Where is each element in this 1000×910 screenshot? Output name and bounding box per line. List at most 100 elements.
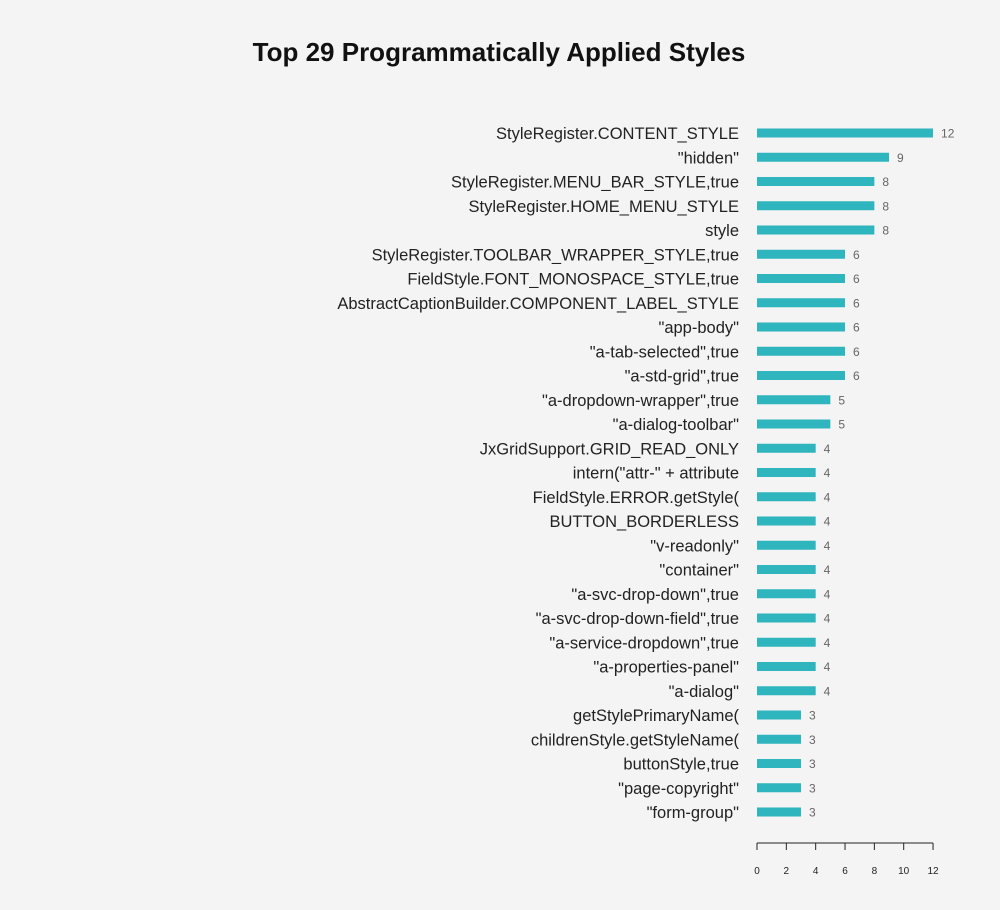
value-label: 3 — [809, 757, 816, 771]
category-label: "a-std-grid",true — [625, 368, 739, 386]
value-label: 4 — [824, 466, 831, 480]
value-label: 6 — [853, 321, 860, 335]
x-axis: 0 2 4 6 8 10 12 — [754, 842, 939, 877]
category-label: FieldStyle.ERROR.getStyle( — [533, 489, 740, 507]
bar — [757, 540, 816, 550]
value-label: 4 — [824, 660, 831, 674]
category-label: FieldStyle.FONT_MONOSPACE_STYLE,true — [407, 271, 739, 289]
category-label: "v-readonly" — [650, 537, 739, 555]
category-label: StyleRegister.MENU_BAR_STYLE,true — [451, 174, 739, 192]
value-label: 4 — [824, 612, 831, 626]
bar — [757, 613, 816, 623]
bar — [757, 371, 846, 380]
category-label: buttonStyle,true — [623, 756, 739, 774]
category-label: "container" — [659, 562, 739, 580]
category-label: "a-svc-drop-down-field",true — [536, 610, 739, 628]
value-label: 4 — [824, 684, 831, 698]
bar — [757, 322, 846, 332]
x-tick-label: 2 — [784, 866, 790, 877]
category-label: "a-tab-selected",true — [590, 343, 739, 361]
bar — [757, 298, 846, 308]
bar — [757, 783, 802, 793]
bar — [757, 565, 816, 574]
category-label: StyleRegister.HOME_MENU_STYLE — [468, 198, 739, 216]
value-label: 3 — [809, 733, 816, 747]
bar — [757, 177, 875, 186]
chart-title: Top 29 Programmatically Applied Styles — [253, 37, 746, 67]
category-label: style — [705, 222, 739, 240]
value-label: 4 — [824, 490, 831, 504]
value-label: 6 — [853, 296, 860, 310]
category-label: "a-dialog" — [669, 683, 740, 701]
value-label: 5 — [838, 393, 845, 407]
value-label: 12 — [941, 127, 955, 141]
bar — [757, 492, 816, 502]
category-label: StyleRegister.CONTENT_STYLE — [496, 125, 739, 143]
value-label: 8 — [882, 199, 889, 213]
bar — [757, 710, 802, 720]
value-label: 4 — [824, 515, 831, 529]
category-label: BUTTON_BORDERLESS — [550, 513, 740, 531]
category-label: childrenStyle.getStyleName( — [531, 731, 740, 749]
x-tick-label: 8 — [872, 866, 878, 877]
bar — [757, 152, 890, 162]
x-tick-label: 0 — [754, 866, 760, 877]
bar — [757, 201, 875, 211]
category-label: "a-dropdown-wrapper",true — [542, 392, 739, 410]
category-label: "a-properties-panel" — [593, 659, 739, 677]
value-label: 8 — [882, 175, 889, 189]
bar — [757, 589, 816, 599]
bar — [757, 346, 846, 356]
value-label: 6 — [853, 248, 860, 262]
value-label: 4 — [824, 563, 831, 577]
value-label: 6 — [853, 272, 860, 286]
category-label: "a-svc-drop-down",true — [571, 586, 739, 604]
x-tick-label: 12 — [927, 866, 939, 877]
value-label: 3 — [809, 806, 816, 820]
bar — [757, 468, 816, 477]
bar — [757, 419, 831, 429]
value-label: 6 — [853, 345, 860, 359]
bar — [757, 662, 816, 671]
x-tick-label: 4 — [813, 866, 819, 877]
value-label: 8 — [882, 224, 889, 238]
value-label: 4 — [824, 442, 831, 456]
bar — [757, 225, 875, 235]
category-label: intern("attr-" + attribute — [573, 465, 739, 483]
value-label: 6 — [853, 369, 860, 383]
category-label: "a-dialog-toolbar" — [613, 416, 740, 434]
x-tick-label: 10 — [898, 866, 910, 877]
category-labels: StyleRegister.CONTENT_STYLE "hidden" Style… — [337, 125, 739, 822]
bar — [757, 759, 802, 768]
category-label: "hidden" — [678, 149, 739, 167]
bars — [757, 128, 934, 817]
x-tick-label: 6 — [842, 866, 848, 877]
category-label: "a-service-dropdown",true — [549, 634, 739, 652]
category-label: AbstractCaptionBuilder.COMPONENT_LABEL_S… — [337, 295, 739, 313]
bar — [757, 686, 816, 696]
bar — [757, 128, 934, 138]
value-label: 4 — [824, 636, 831, 650]
bar — [757, 637, 816, 647]
bar — [757, 249, 846, 259]
bar — [757, 734, 802, 744]
value-label: 5 — [838, 418, 845, 432]
value-label: 9 — [897, 151, 904, 165]
category-label: "page-copyright" — [618, 780, 739, 798]
category-label: "app-body" — [658, 319, 739, 337]
category-label: getStylePrimaryName( — [573, 707, 739, 725]
bar — [757, 807, 802, 817]
value-label: 3 — [809, 781, 816, 795]
value-label: 4 — [824, 587, 831, 601]
category-label: "form-group" — [647, 804, 740, 822]
bar — [757, 516, 816, 526]
category-label: JxGridSupport.GRID_READ_ONLY — [480, 440, 739, 458]
value-label: 3 — [809, 709, 816, 723]
bar — [757, 443, 816, 453]
bar — [757, 274, 846, 283]
category-label: StyleRegister.TOOLBAR_WRAPPER_STYLE,true — [372, 246, 739, 264]
bar — [757, 395, 831, 405]
value-label: 4 — [824, 539, 831, 553]
